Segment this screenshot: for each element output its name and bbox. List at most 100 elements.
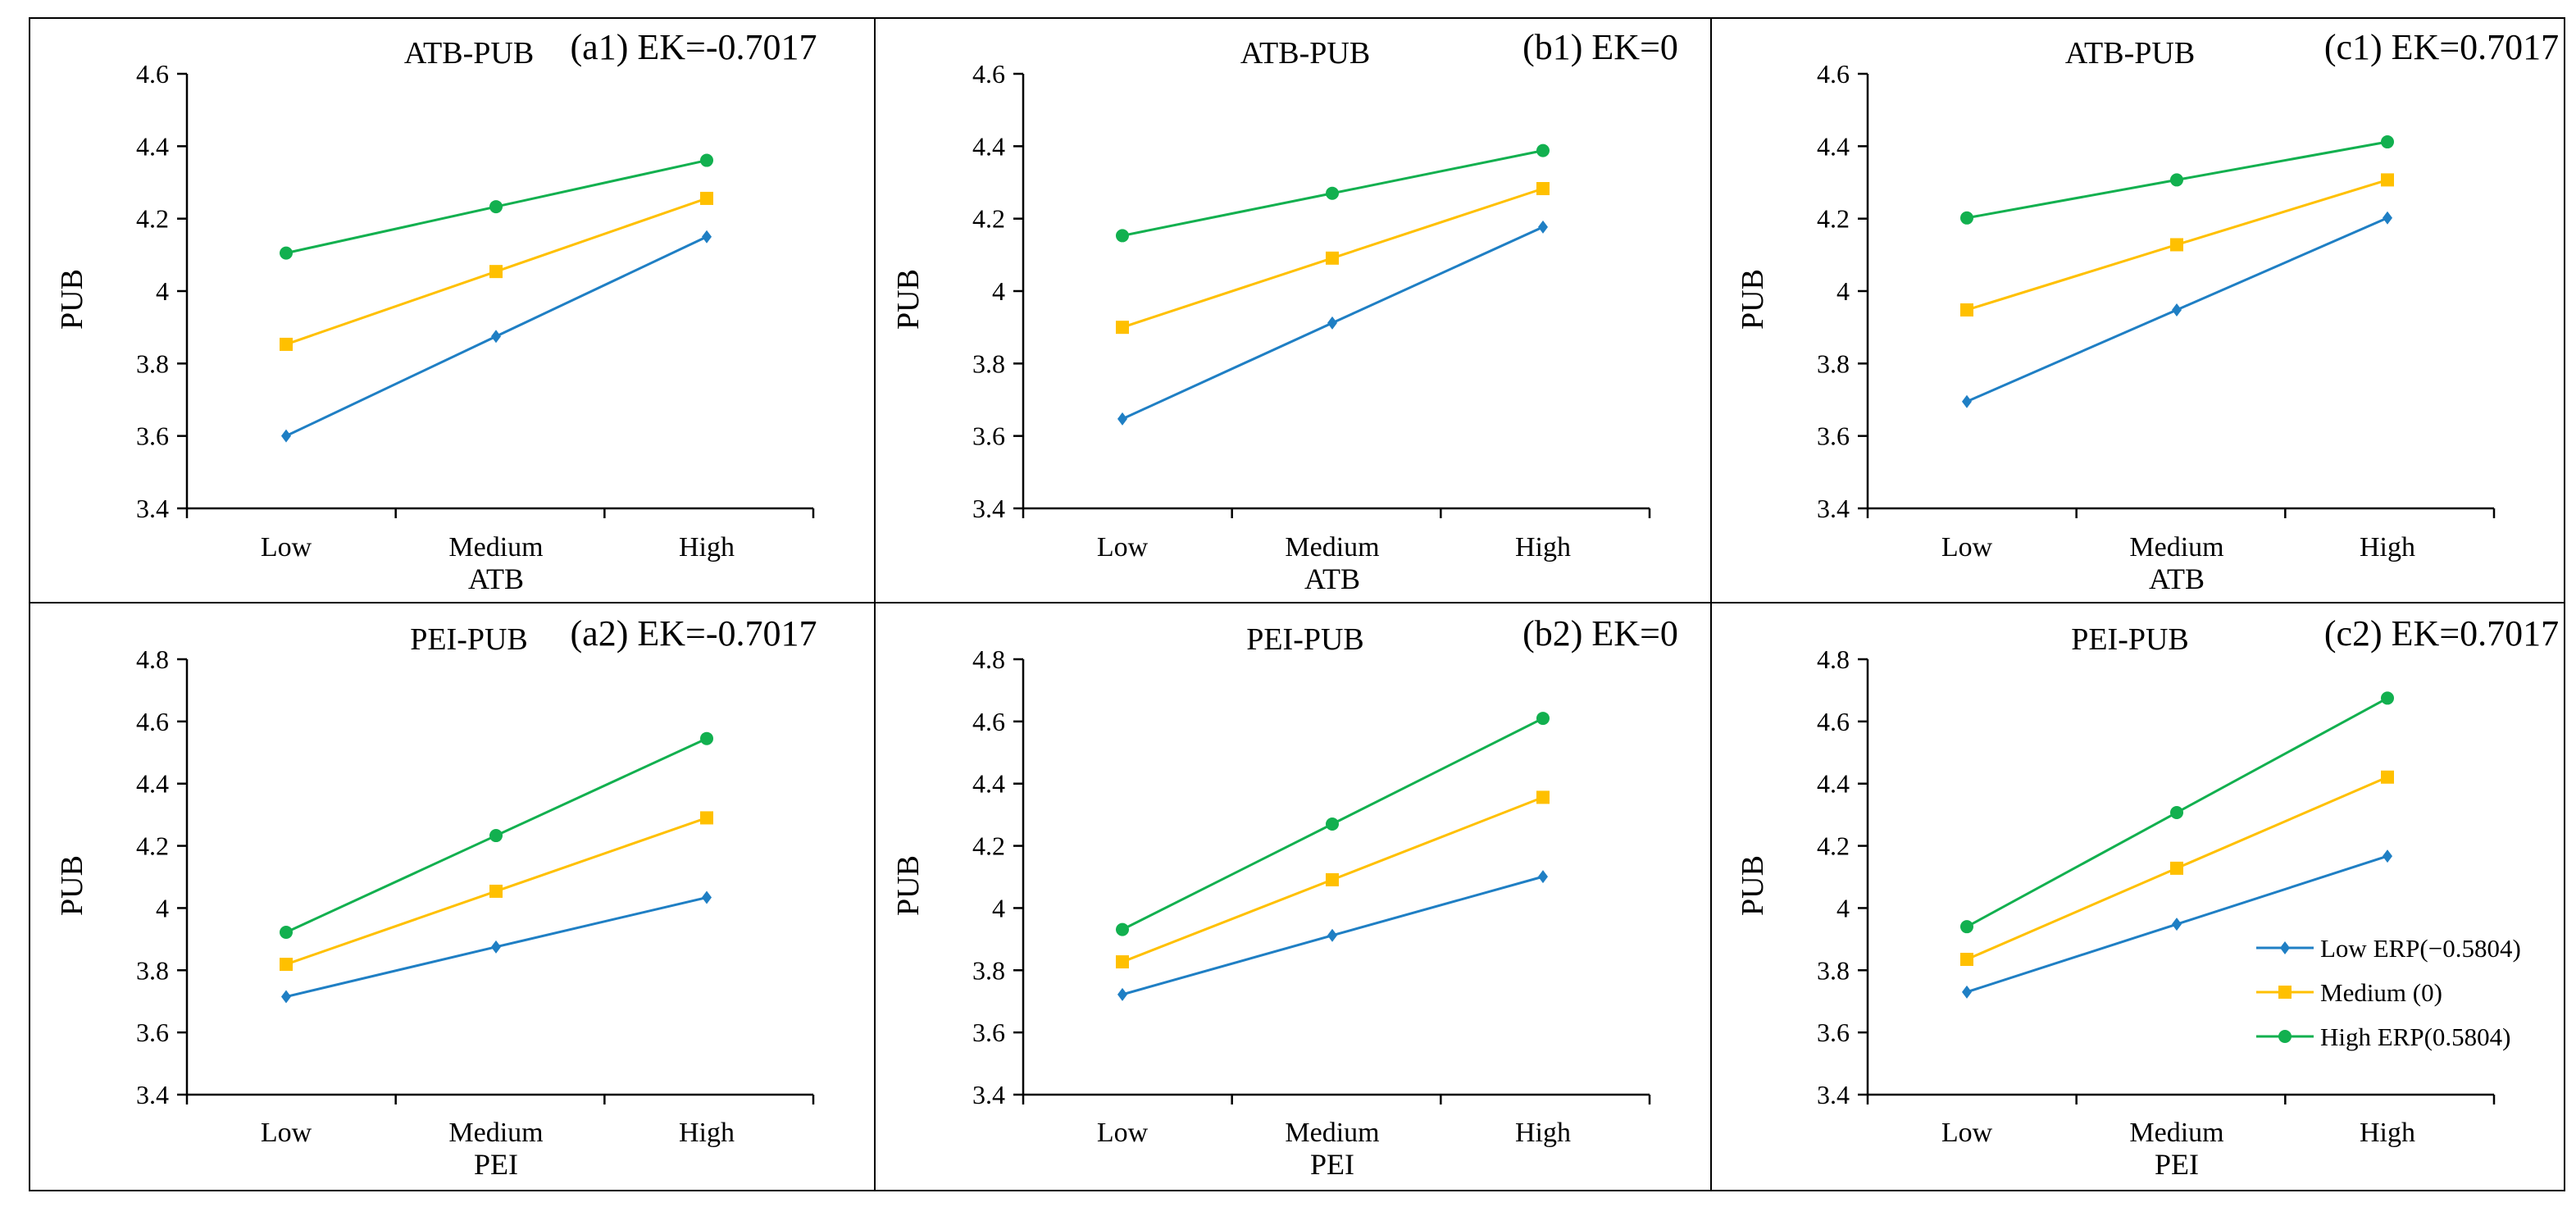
- y-tick-label: 4.6: [136, 59, 169, 89]
- x-tick-label: Low: [261, 532, 312, 562]
- y-tick-label: 3.4: [1817, 1080, 1850, 1109]
- legend-label: Low ERP(−0.5804): [2320, 934, 2521, 963]
- y-tick-label: 4.2: [136, 831, 169, 861]
- y-tick-label: 4.2: [1817, 204, 1850, 234]
- panel-c2: PEI-PUB (c2) EK=0.7017 3.4 3.6 3.8 4 4.2 4.4 4.6…: [1736, 613, 2559, 1181]
- y-tick-label: 4.4: [136, 769, 169, 799]
- panel-label: (b2) EK=0: [1522, 613, 1678, 654]
- panel-title: ATB-PUB: [2065, 36, 2195, 71]
- y-tick-label: 3.8: [1817, 955, 1850, 985]
- data-point: [280, 926, 293, 940]
- panel-label: (c2) EK=0.7017: [2324, 613, 2559, 654]
- panel-b2: PEI-PUB (b2) EK=0 3.4 3.6 3.8 4 4.2 4.4 4.6 4.8 Lo…: [891, 613, 1678, 1181]
- y-tick-label: 4: [992, 893, 1005, 922]
- y-tick-label: 3.6: [972, 1018, 1005, 1047]
- data-point: [1327, 316, 1337, 330]
- data-point: [2381, 135, 2394, 149]
- x-axis-label: PEI: [1310, 1148, 1354, 1181]
- panel-label: (c1) EK=0.7017: [2324, 27, 2559, 67]
- x-tick-label: Medium: [1285, 532, 1379, 562]
- legend-label: Medium (0): [2320, 978, 2442, 1007]
- y-tick-label: 3.8: [972, 955, 1005, 985]
- data-point: [702, 890, 712, 904]
- data-point: [1117, 987, 1127, 1001]
- data-point: [280, 246, 293, 260]
- x-axis-label: PEI: [474, 1148, 518, 1181]
- x-tick-label: Medium: [2129, 1118, 2223, 1148]
- x-axis-label: PEI: [2155, 1148, 2199, 1181]
- data-point: [2383, 211, 2392, 225]
- data-point: [1536, 790, 1550, 804]
- x-tick-label: High: [1515, 532, 1571, 562]
- y-axis-label: PUB: [1736, 855, 1770, 916]
- y-tick-label: 4.2: [972, 831, 1005, 861]
- x-tick-label: Low: [1097, 532, 1149, 562]
- y-tick-label: 4.2: [972, 204, 1005, 234]
- data-point: [2170, 861, 2183, 875]
- y-tick-label: 4.8: [1817, 644, 1850, 674]
- x-tick-label: Low: [261, 1118, 312, 1148]
- y-tick-label: 3.6: [972, 421, 1005, 451]
- data-point: [2170, 238, 2183, 252]
- legend-label: High ERP(0.5804): [2320, 1022, 2511, 1051]
- x-tick-label: High: [1515, 1118, 1571, 1148]
- data-point: [1538, 220, 1548, 234]
- data-point: [1960, 920, 1973, 934]
- data-point: [280, 337, 293, 351]
- panel-title: ATB-PUB: [1240, 36, 1370, 71]
- data-point: [1960, 953, 1973, 967]
- y-tick-label: 3.4: [972, 494, 1005, 523]
- legend-marker: [2278, 986, 2292, 999]
- y-tick-label: 4: [156, 276, 169, 306]
- panel-a1: ATB-PUB (a1) EK=-0.7017 3.4 3.6 3.8 4 4.2 4.4 4.…: [55, 27, 817, 595]
- data-point: [491, 330, 501, 344]
- y-tick-label: 4.4: [1817, 131, 1850, 161]
- x-tick-label: Medium: [2129, 532, 2223, 562]
- figure-border: [29, 17, 2565, 1191]
- panel-label: (b1) EK=0: [1522, 27, 1678, 67]
- y-axis-label: PUB: [55, 269, 89, 330]
- x-axis-label: ATB: [2149, 562, 2205, 595]
- data-point: [489, 829, 503, 843]
- y-tick-label: 4.6: [1817, 707, 1850, 736]
- data-point: [1116, 922, 1129, 936]
- y-tick-label: 3.6: [136, 421, 169, 451]
- panel-title: ATB-PUB: [404, 36, 534, 71]
- x-tick-label: Medium: [1285, 1118, 1379, 1148]
- y-tick-label: 3.6: [136, 1018, 169, 1047]
- data-point: [1536, 143, 1550, 157]
- x-tick-label: High: [679, 1118, 735, 1148]
- y-tick-label: 4.6: [1817, 59, 1850, 89]
- y-tick-label: 3.6: [1817, 421, 1850, 451]
- y-tick-label: 3.8: [136, 348, 169, 378]
- data-point: [281, 429, 291, 443]
- data-point: [700, 811, 713, 825]
- data-point: [1326, 186, 1339, 200]
- x-tick-label: Low: [1941, 532, 1993, 562]
- data-point: [1962, 394, 1972, 408]
- data-point: [1962, 985, 1972, 999]
- data-point: [700, 731, 713, 745]
- data-point: [489, 884, 503, 898]
- y-tick-label: 4.4: [972, 769, 1005, 799]
- legend-item: Low ERP(−0.5804): [2256, 934, 2521, 963]
- x-tick-label: High: [679, 532, 735, 562]
- data-point: [2381, 770, 2394, 784]
- data-point: [2170, 805, 2183, 819]
- data-point: [1327, 928, 1337, 942]
- data-point: [489, 200, 503, 214]
- data-point: [489, 265, 503, 279]
- data-point: [1536, 712, 1550, 726]
- y-tick-label: 4.2: [1817, 831, 1850, 861]
- y-tick-label: 4.2: [136, 204, 169, 234]
- legend-item: High ERP(0.5804): [2256, 1022, 2511, 1051]
- data-point: [1117, 412, 1127, 426]
- x-tick-label: Medium: [448, 532, 543, 562]
- y-axis-label: PUB: [891, 269, 926, 330]
- data-point: [280, 958, 293, 972]
- x-tick-label: High: [2360, 1118, 2415, 1148]
- x-tick-label: Low: [1097, 1118, 1149, 1148]
- x-axis-label: ATB: [1304, 562, 1360, 595]
